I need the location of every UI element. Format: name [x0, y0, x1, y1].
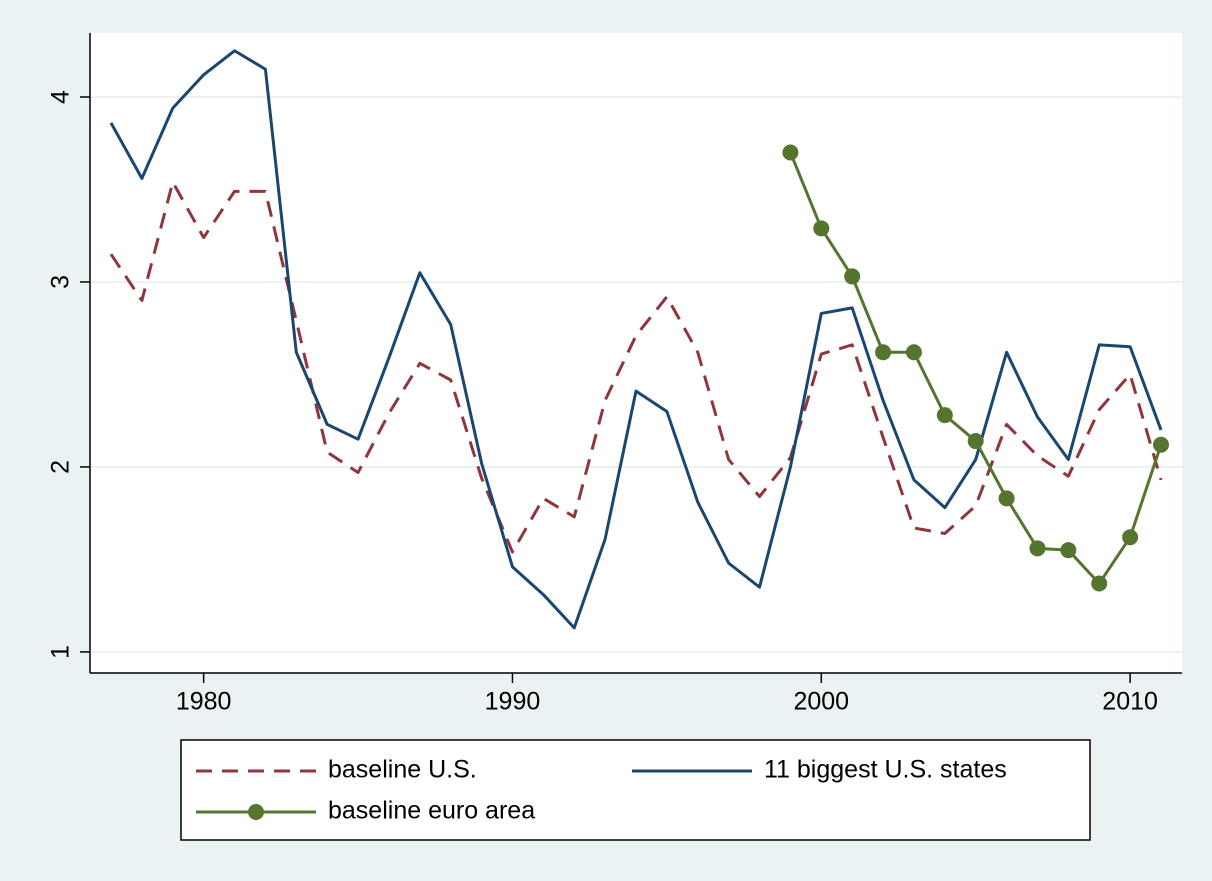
series-marker — [782, 144, 799, 161]
series-line — [109, 49, 1163, 630]
y-tick-label: 3 — [47, 275, 75, 289]
x-tick-label: 1990 — [485, 688, 541, 716]
series-marker — [1091, 575, 1108, 592]
legend-label: baseline euro area — [328, 797, 535, 825]
series-line — [109, 180, 1163, 554]
legend-box — [180, 739, 1091, 841]
legend-label: 11 biggest U.S. states — [764, 756, 1007, 784]
series-marker — [1060, 542, 1077, 559]
y-tick-label: 1 — [47, 645, 75, 659]
y-tick-label: 4 — [47, 90, 75, 104]
legend-label: baseline U.S. — [328, 756, 477, 784]
series-marker — [844, 268, 861, 285]
x-tick-label: 1980 — [176, 688, 232, 716]
x-tick-label: 2010 — [1102, 688, 1158, 716]
series-marker — [998, 490, 1015, 507]
series-marker — [875, 344, 892, 361]
x-tick-label: 2000 — [793, 688, 849, 716]
y-tick-label: 2 — [47, 460, 75, 474]
series-marker — [1122, 529, 1139, 546]
series-marker — [813, 220, 830, 237]
series-marker — [1029, 540, 1046, 557]
series-marker — [1153, 436, 1169, 453]
legend-marker — [248, 804, 264, 820]
series-marker — [936, 407, 953, 424]
series-marker — [967, 433, 984, 450]
series-marker — [905, 344, 922, 361]
plot-area — [90, 33, 1182, 673]
